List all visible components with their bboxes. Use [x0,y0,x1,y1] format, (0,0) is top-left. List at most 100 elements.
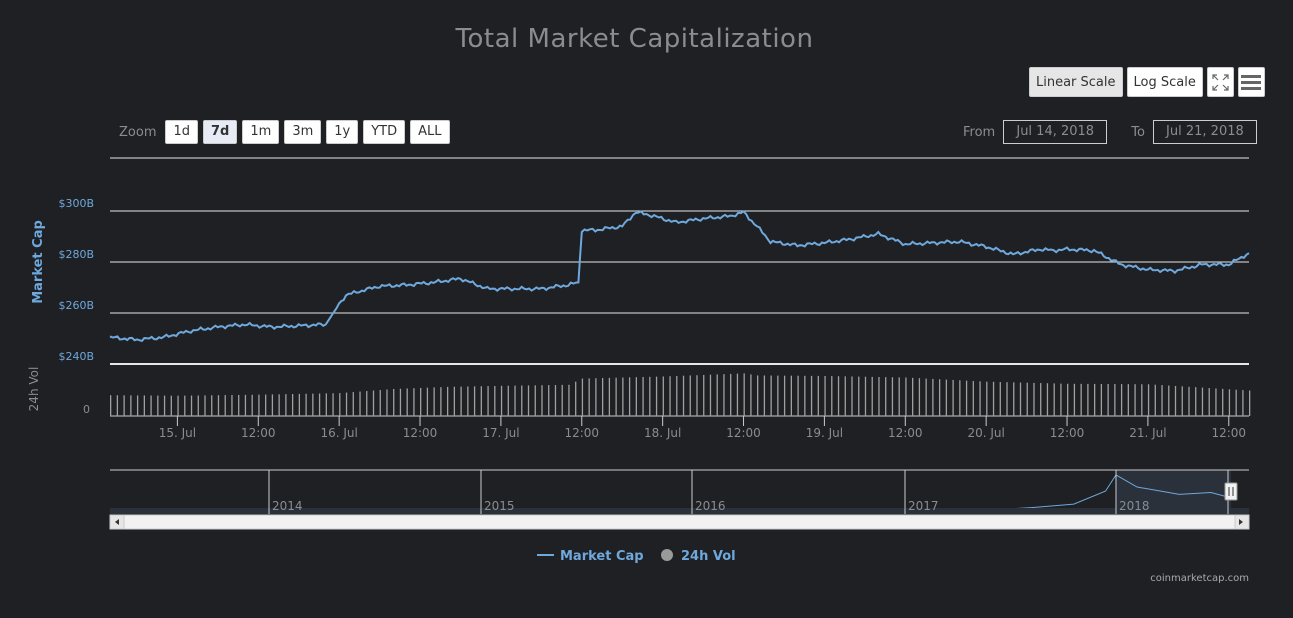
volume-bar [817,375,819,416]
zoom-1d-button[interactable]: 1d [165,120,199,144]
volume-bar [197,395,199,416]
legend-item-market-cap[interactable]: Market Cap [537,549,644,564]
volume-bar [757,375,759,416]
volume-bar [601,378,604,416]
volume-bar [500,385,503,416]
zoom-1m-button[interactable]: 1m [242,120,280,144]
zoom-ytd-button[interactable]: YTD [363,120,406,144]
volume-bar [905,377,907,416]
menu-button[interactable] [1237,67,1265,97]
volume-bar [615,377,617,416]
volume-bar [952,379,954,416]
x-axis-ticks: 15. Jul 12:00 16. Jul 12:00 17. Jul 12:00 18. … [159,416,1246,440]
x-tick-label: 12:00 [1211,426,1246,440]
x-tick-label: 12:00 [888,426,923,440]
volume-bar [453,386,456,416]
volume-bar [730,373,732,416]
volume-bar [190,395,193,416]
volume-bar [1208,388,1210,416]
zoom-all-button[interactable]: ALL [410,120,450,144]
volume-bar [1093,383,1096,416]
volume-bar [534,385,536,416]
zoom-1y-button[interactable]: 1y [326,120,359,144]
volume-bar [581,378,584,416]
legend-label: Market Cap [560,549,644,564]
volume-bar [1195,387,1197,416]
chart-title: Total Market Capitalization [455,24,814,54]
volume-bar [575,381,577,416]
volume-bar [426,387,429,416]
volume-bar [1006,382,1008,416]
from-label: From [963,124,996,140]
zoom-7d-button[interactable]: 7d [203,120,238,144]
navigator-selected-range [1116,470,1231,514]
volume-bar [460,386,462,416]
scroll-left-arrow-icon [115,519,119,525]
scale-toggle: Linear Scale Log Scale [1029,67,1265,97]
volume-bar [783,375,786,416]
volume-bar [945,379,948,416]
log-scale-button[interactable]: Log Scale [1126,67,1203,97]
volume-bar [521,385,523,416]
navigator-year-label: 2016 [695,499,726,513]
volume-bar [635,377,637,416]
zoom-3m-button[interactable]: 3m [284,120,322,144]
volume-bar [1033,382,1035,416]
credits-link[interactable]: coinmarketcap.com [1150,573,1249,584]
volume-bar [244,394,247,416]
volume-bar [413,388,415,416]
volume-bar [238,394,240,416]
volume-bar [541,385,543,416]
volume-bar [352,392,354,416]
x-tick-label: 12:00 [726,426,761,440]
volume-bar [703,374,705,416]
volume-bar [467,386,469,416]
x-tick-label: 15. Jul [159,426,196,440]
volume-bars [110,373,1251,416]
navigator-scrollbar[interactable] [109,514,1250,530]
volume-bar [170,395,172,416]
volume-bar [1060,383,1062,416]
volume-bar [1141,384,1143,416]
legend-item-24h-vol[interactable]: 24h Vol [661,549,736,564]
from-date-input[interactable]: Jul 14, 2018 [1003,120,1108,144]
volume-bar [595,378,597,416]
volume-bar [568,384,570,416]
volume-bar [824,375,826,416]
volume-bar [110,395,112,416]
volume-bar [676,375,678,416]
y-tick-label: $240B [58,350,94,363]
volume-bar [318,393,321,416]
navigator-baseline [110,508,1249,514]
navigator-handle-right[interactable] [1224,482,1238,501]
to-date-input[interactable]: Jul 21, 2018 [1152,120,1257,144]
fullscreen-button[interactable] [1206,67,1234,97]
y-tick-label: $260B [58,299,94,312]
volume-axis-label: 24h Vol [27,367,41,412]
linear-scale-button[interactable]: Linear Scale [1029,67,1123,97]
navigator-year-label: 2017 [908,499,939,513]
volume-bar [716,374,718,416]
volume-bar [986,381,988,416]
volume-bar [959,380,961,416]
volume-bar [116,395,119,416]
volume-bar [123,395,125,416]
volume-bar [1013,382,1015,416]
volume-bar [527,385,530,416]
volume-bar [682,375,685,416]
scroll-right-button[interactable] [1234,514,1250,530]
y-axis-label: Market Cap [31,220,46,304]
volume-bar [130,395,132,416]
volume-bar [885,377,887,416]
scroll-left-button[interactable] [109,514,125,530]
volume-bar [1134,384,1136,416]
x-tick-label: 19. Jul [806,426,843,440]
volume-bar [871,376,873,416]
volume-bar [1154,384,1156,416]
volume-bar [992,381,995,416]
volume-bar [278,394,280,416]
volume-bar [325,393,327,416]
volume-bar [446,386,449,416]
volume-bar [1188,386,1190,416]
x-tick-label: 20. Jul [967,426,1004,440]
